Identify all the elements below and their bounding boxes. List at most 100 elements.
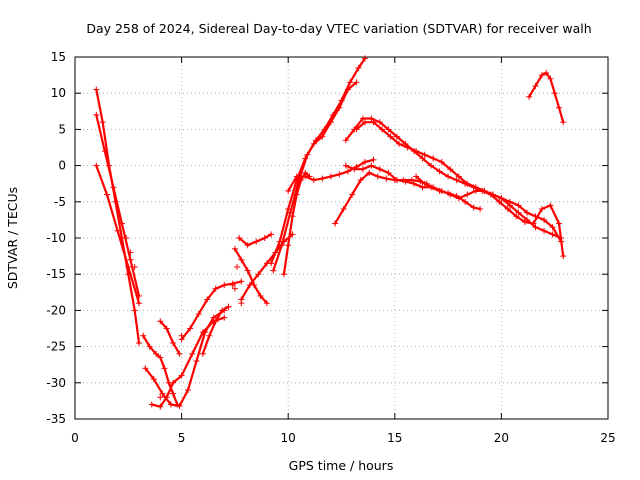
data-point	[310, 177, 317, 184]
data-point	[176, 350, 183, 357]
data-point	[374, 173, 381, 180]
series-track-6	[148, 314, 228, 410]
scatter-point	[123, 235, 130, 241]
y-tick-label: 0	[58, 159, 66, 173]
data-point	[549, 224, 556, 231]
data-point	[253, 238, 260, 245]
data-point	[285, 206, 292, 213]
data-point	[293, 191, 300, 198]
data-point	[212, 285, 219, 292]
data-point	[297, 177, 304, 184]
series-track-7	[157, 318, 183, 357]
data-point	[170, 379, 177, 386]
data-point	[280, 271, 287, 278]
series-track-22	[526, 69, 567, 126]
data-point	[368, 115, 375, 122]
data-point	[419, 184, 426, 191]
data-point	[538, 72, 545, 79]
data-point	[167, 401, 174, 408]
series-line	[142, 334, 179, 406]
data-point	[385, 126, 392, 133]
series-line	[344, 117, 565, 258]
data-point	[255, 271, 262, 278]
data-point	[413, 148, 420, 155]
data-point	[336, 104, 343, 111]
y-tick-label: 10	[51, 86, 66, 100]
data-point	[361, 158, 368, 165]
chart-title: Day 258 of 2024, Sidereal Day-to-day VTE…	[86, 21, 591, 36]
data-point	[285, 242, 292, 249]
data-point	[310, 140, 317, 147]
scatter-point	[225, 303, 232, 310]
scatter-point	[127, 249, 134, 256]
y-tick-label: -5	[54, 195, 66, 209]
data-point	[236, 235, 243, 241]
series-track-19	[342, 115, 567, 260]
data-point	[447, 191, 454, 198]
data-point	[526, 93, 533, 100]
data-point	[428, 162, 435, 169]
data-point	[187, 325, 194, 332]
data-point	[342, 137, 349, 144]
data-point	[170, 339, 177, 346]
data-point	[547, 202, 554, 209]
grid-lines	[75, 57, 608, 419]
scatter-point	[234, 263, 241, 270]
data-point	[125, 263, 132, 270]
data-point	[268, 231, 275, 238]
data-point	[127, 256, 134, 263]
data-point	[278, 242, 285, 249]
data-point	[101, 148, 108, 155]
y-tick-label: -25	[46, 340, 66, 354]
data-point	[402, 178, 409, 185]
data-point	[541, 216, 548, 223]
data-point	[135, 339, 142, 346]
y-tick-label: -10	[46, 231, 66, 245]
data-point	[393, 133, 400, 140]
data-point	[361, 55, 368, 62]
series-track-18	[342, 162, 484, 213]
axis-ticks	[74, 56, 609, 420]
y-axis-title: SDTVAR / TECUs	[5, 187, 20, 289]
data-point	[558, 235, 565, 241]
data-point	[477, 206, 484, 213]
data-point	[515, 202, 522, 209]
series-track-20	[353, 119, 565, 245]
data-point	[93, 86, 100, 93]
data-point	[244, 267, 251, 274]
data-point	[163, 394, 170, 401]
data-point	[336, 171, 343, 178]
data-point	[379, 126, 386, 133]
y-tick-labels: -35 -30 -25 -20 -15 -10 -5 0 5 10 15	[46, 50, 66, 426]
data-point	[176, 402, 183, 409]
data-point	[231, 245, 238, 252]
data-point	[221, 314, 228, 321]
data-point	[383, 175, 390, 182]
data-point	[438, 187, 445, 194]
x-tick-label: 0	[71, 431, 79, 445]
data-point	[481, 187, 488, 194]
series-track-2	[93, 111, 142, 299]
data-point	[421, 151, 428, 158]
data-point	[257, 292, 264, 299]
data-point	[453, 177, 460, 184]
data-point	[268, 260, 275, 267]
data-point	[523, 216, 530, 223]
data-point	[344, 168, 351, 175]
data-point	[560, 119, 567, 126]
scatter-point	[178, 332, 185, 339]
data-point	[99, 119, 106, 126]
data-point	[472, 187, 479, 194]
data-point	[157, 354, 164, 361]
data-point	[178, 372, 185, 379]
data-point	[532, 213, 539, 220]
x-tick-label: 10	[281, 431, 296, 445]
series-track-11	[238, 231, 296, 303]
data-point	[470, 204, 477, 211]
data-point	[199, 329, 206, 336]
series-track-1	[93, 86, 142, 346]
data-point	[357, 177, 364, 184]
series-line	[415, 175, 563, 240]
data-point	[366, 169, 373, 176]
data-series	[93, 55, 567, 410]
